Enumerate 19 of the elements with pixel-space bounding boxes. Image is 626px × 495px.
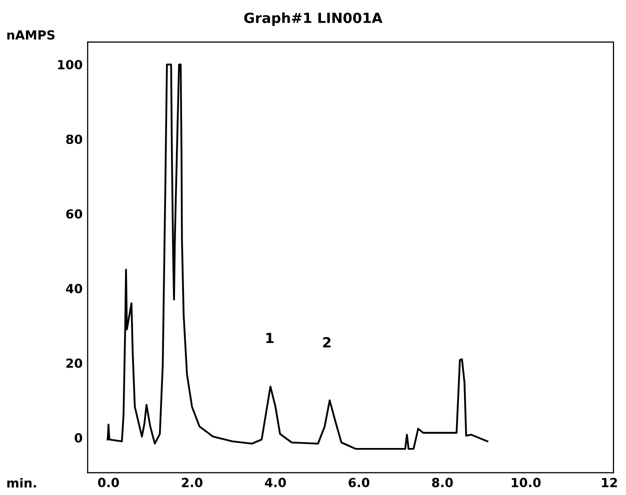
x-tick-label: 8.0 — [432, 478, 453, 488]
x-tick-label: 12 — [602, 478, 617, 488]
y-tick-label: 60 — [66, 209, 82, 219]
y-axis-title: nAMPS — [7, 30, 55, 40]
x-tick-label: 10.0 — [512, 478, 541, 488]
annotation: 2 — [323, 337, 331, 348]
x-tick-label: 4.0 — [264, 478, 286, 488]
x-tick-label: 2.0 — [182, 478, 202, 488]
y-tick-label: 80 — [66, 134, 82, 144]
x-tick-label: 6.0 — [348, 478, 370, 488]
x-tick-label: 0.0 — [98, 478, 119, 488]
annotation: 1 — [266, 332, 274, 344]
line-series — [106, 64, 488, 450]
y-tick-label: 20 — [66, 358, 82, 368]
y-tick-label: 0 — [74, 433, 82, 443]
x-axis-title: min. — [7, 478, 36, 488]
y-tick-label: 100 — [58, 60, 82, 70]
chart-title: Graph#1 LIN001A — [244, 12, 382, 26]
y-tick-label: 40 — [66, 284, 82, 294]
